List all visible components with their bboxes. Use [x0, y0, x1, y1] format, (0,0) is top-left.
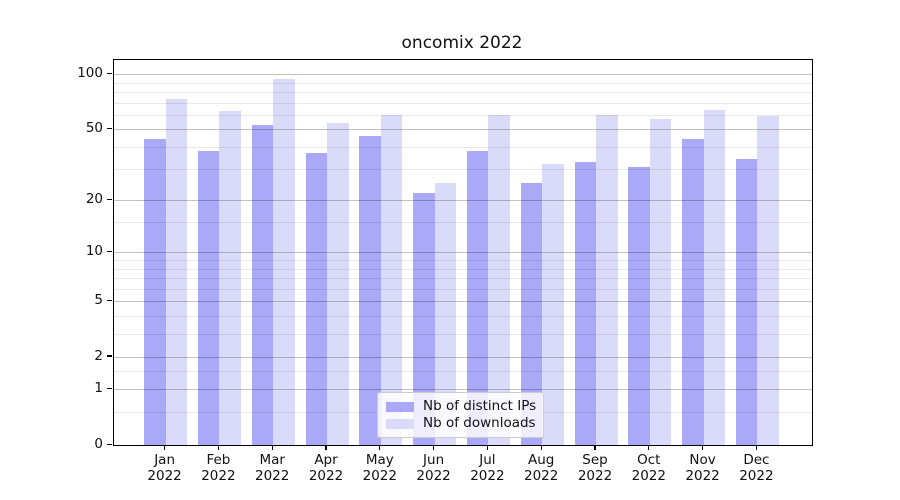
y-tick-0: [107, 443, 112, 445]
x-tick-label-may-2022: May 2022: [362, 452, 397, 484]
x-tick-label-apr-2022: Apr 2022: [308, 452, 344, 484]
bar-nb-of-distinct-ips-aug-2022: [520, 183, 543, 445]
x-tick-label-jan-2022: Jan 2022: [147, 452, 182, 484]
y-tick-20: [107, 198, 112, 201]
bar-nb-of-distinct-ips-dec-2022: [735, 159, 758, 445]
minor-gridline-8: [114, 268, 812, 270]
bar-nb-of-downloads-sep-2022: [596, 114, 618, 445]
legend-label-distinct-ips: Nb of distinct IPs: [423, 398, 537, 414]
minor-gridline-70: [114, 102, 812, 104]
x-tick-aug-2022: [540, 445, 542, 450]
y-tick-label-0: 0: [94, 436, 103, 452]
bar-nb-of-distinct-ips-nov-2022: [682, 139, 704, 445]
major-gridline-1: [114, 389, 812, 391]
x-tick-may-2022: [379, 445, 381, 450]
bar-nb-of-distinct-ips-jun-2022: [413, 193, 435, 445]
bar-nb-of-downloads-jul-2022: [488, 114, 510, 445]
y-tick-10: [107, 250, 112, 253]
x-tick-label-sep-2022: Sep 2022: [577, 452, 613, 484]
minor-gridline-30: [114, 169, 812, 171]
x-tick-label-aug-2022: Aug 2022: [524, 452, 559, 484]
legend-swatch-downloads: [386, 418, 414, 429]
y-tick-label-100: 100: [77, 65, 103, 82]
x-tick-label-jul-2022: Jul 2022: [470, 452, 505, 484]
major-gridline-2: [114, 356, 812, 358]
major-gridline-20: [114, 200, 812, 202]
minor-gridline-7: [114, 277, 812, 279]
minor-gridline-4: [114, 315, 812, 317]
minor-gridline-60: [114, 114, 812, 116]
minor-gridline-90: [114, 82, 812, 84]
major-gridline-10: [114, 252, 812, 254]
bar-nb-of-distinct-ips-jan-2022: [144, 139, 166, 445]
bar-nb-of-downloads-jan-2022: [165, 99, 188, 445]
x-tick-dec-2022: [755, 445, 758, 450]
bar-nb-of-distinct-ips-feb-2022: [197, 150, 220, 445]
minor-gridline-40: [114, 146, 812, 148]
y-tick-label-20: 20: [85, 191, 103, 208]
y-tick-label-50: 50: [85, 120, 103, 137]
major-gridline-50: [114, 129, 812, 131]
y-tick-label-1: 1: [94, 380, 103, 397]
y-tick-5: [107, 299, 112, 301]
x-tick-feb-2022: [217, 445, 220, 450]
minor-gridline-3: [114, 333, 812, 335]
x-tick-label-feb-2022: Feb 2022: [201, 452, 236, 484]
x-tick-mar-2022: [271, 445, 273, 450]
bar-nb-of-distinct-ips-oct-2022: [628, 166, 650, 445]
bar-nb-of-downloads-aug-2022: [542, 164, 564, 445]
x-tick-apr-2022: [325, 445, 327, 450]
x-tick-label-mar-2022: Mar 2022: [255, 452, 290, 484]
chart-title: oncomix 2022: [401, 33, 523, 53]
x-tick-label-jun-2022: Jun 2022: [416, 452, 451, 484]
minor-gridline-9: [114, 260, 812, 262]
legend-label-downloads: Nb of downloads: [423, 415, 536, 431]
bar-nb-of-downloads-nov-2022: [703, 109, 726, 445]
x-tick-jul-2022: [486, 445, 489, 450]
bar-nb-of-distinct-ips-may-2022: [359, 135, 381, 445]
y-tick-label-5: 5: [94, 292, 103, 309]
x-tick-nov-2022: [702, 445, 704, 450]
y-tick-label-2: 2: [94, 347, 103, 364]
legend-item-downloads: Nb of downloads: [386, 415, 536, 432]
minor-gridline-15: [114, 222, 812, 224]
bar-nb-of-downloads-dec-2022: [757, 116, 779, 445]
bar-nb-of-downloads-oct-2022: [649, 118, 672, 445]
bar-nb-of-downloads-may-2022: [380, 114, 403, 445]
x-tick-jan-2022: [164, 445, 166, 450]
minor-gridline-1.5: [114, 371, 812, 373]
bar-nb-of-downloads-jun-2022: [434, 183, 457, 445]
legend-item-distinct-ips: Nb of distinct IPs: [386, 398, 537, 415]
minor-gridline-6: [114, 288, 812, 290]
minor-gridline-80: [114, 92, 812, 94]
bar-nb-of-distinct-ips-sep-2022: [574, 161, 596, 445]
y-tick-1: [107, 387, 112, 390]
major-gridline-5: [114, 301, 812, 303]
major-gridline-100: [114, 74, 812, 76]
x-tick-jun-2022: [433, 445, 435, 450]
x-tick-sep-2022: [594, 445, 596, 450]
legend-swatch-distinct-ips: [386, 401, 414, 412]
x-tick-label-dec-2022: Dec 2022: [739, 452, 774, 484]
legend: Nb of distinct IPs Nb of downloads: [377, 392, 544, 438]
x-tick-label-nov-2022: Nov 2022: [685, 452, 720, 484]
y-tick-50: [107, 127, 112, 129]
bar-nb-of-distinct-ips-mar-2022: [251, 124, 274, 445]
bar-nb-of-distinct-ips-apr-2022: [305, 152, 327, 445]
bar-nb-of-downloads-apr-2022: [327, 123, 349, 445]
x-tick-oct-2022: [648, 445, 650, 450]
plot-area: [113, 59, 813, 446]
y-tick-2: [107, 355, 112, 357]
y-tick-label-10: 10: [85, 243, 103, 260]
y-tick-100: [107, 72, 112, 75]
bar-nb-of-downloads-mar-2022: [273, 79, 295, 445]
x-tick-label-oct-2022: Oct 2022: [631, 452, 666, 484]
